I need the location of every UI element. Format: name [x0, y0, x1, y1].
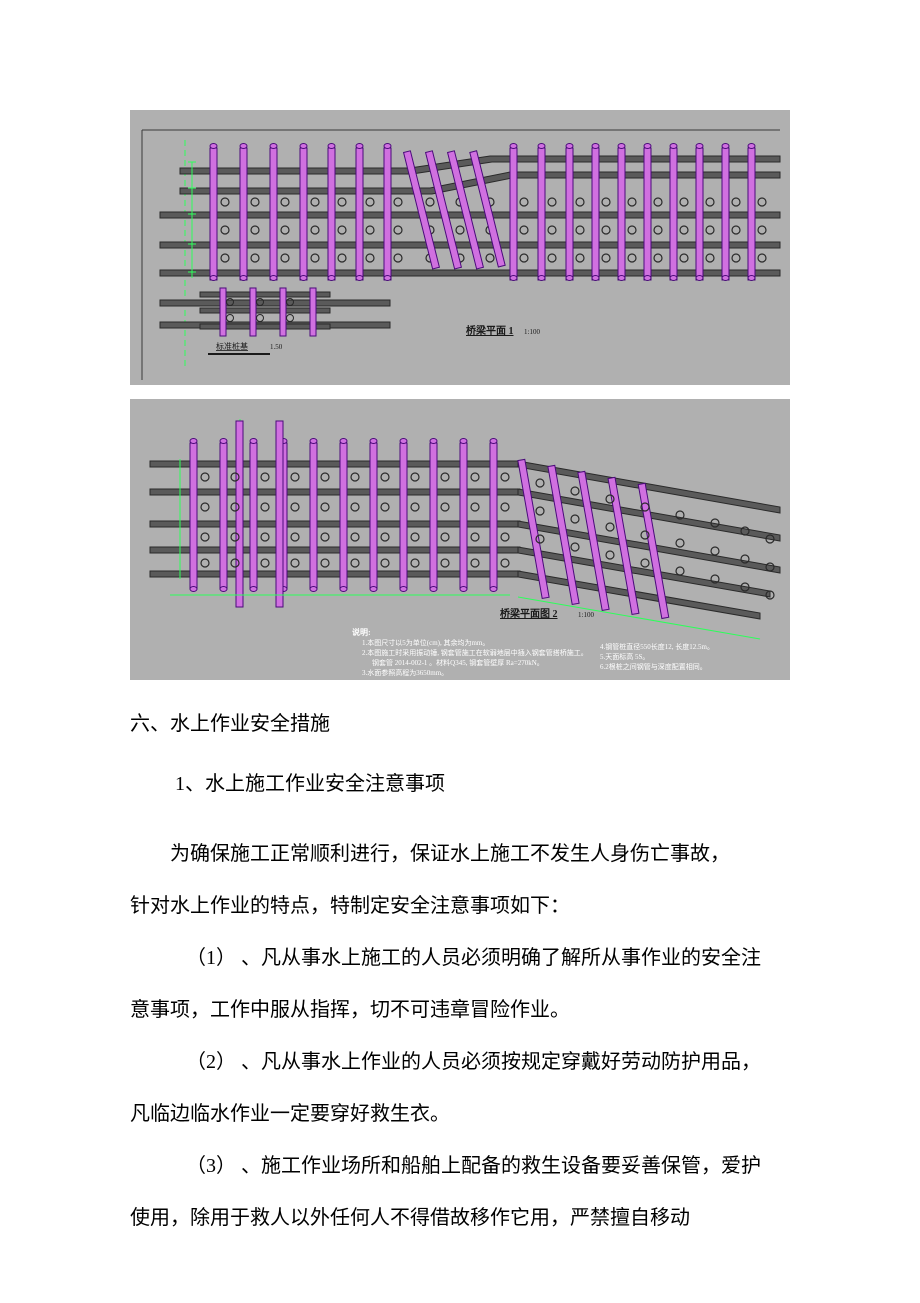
svg-text:1.本图尺寸以5为单位(cm), 其余均为mm。: 1.本图尺寸以5为单位(cm), 其余均为mm。 — [362, 638, 489, 647]
svg-text:2.本图施工时采用振动锤, 钢套管施工在软弱地层中插入钢套管: 2.本图施工时采用振动锤, 钢套管施工在软弱地层中插入钢套管搭桥施工。 — [362, 648, 588, 657]
svg-text:3.水面参照高程为3650mm。: 3.水面参照高程为3650mm。 — [362, 668, 448, 677]
list-item-1: （1） 、凡从事水上施工的人员必须明确了解所从事作业的安全注 — [130, 932, 790, 984]
svg-text:说明:: 说明: — [352, 627, 371, 637]
item-2-cont: 凡临边临水作业一定要穿好救生衣。 — [130, 1088, 790, 1140]
item-1-number: （1） — [186, 932, 236, 984]
item-3-body: 、施工作业场所和船舶上配备的救生设备要妥善保管，爱护 — [241, 1155, 761, 1177]
sub-heading-1: 1、水上施工作业安全注意事项 — [175, 768, 790, 800]
item-1-cont: 意事项，工作中服从指挥，切不可违章冒险作业。 — [130, 984, 790, 1036]
svg-text:1:100: 1:100 — [578, 611, 594, 619]
item-3-number: （3） — [186, 1140, 236, 1192]
svg-text:6.2根桩之间钢管与深度配置相同。: 6.2根桩之间钢管与深度配置相同。 — [600, 662, 707, 671]
svg-text:桥梁平面 1: 桥梁平面 1 — [466, 324, 514, 337]
diagram-1-svg: 桥梁平面 1 1:100 标准桩基 1.50 — [130, 110, 790, 385]
engineering-diagram-2: 桥梁平面图 2 1:100 说明: 1.本图尺寸以5为单位(cm), 其余均为m… — [130, 399, 790, 680]
svg-text:钢套管 2014-002-1 。材料Q345, 钢套管壁厚: 钢套管 2014-002-1 。材料Q345, 钢套管壁厚 Ra=270kN。 — [372, 658, 544, 667]
diagram-2-svg: 桥梁平面图 2 1:100 说明: 1.本图尺寸以5为单位(cm), 其余均为m… — [130, 399, 790, 680]
item-3-cont: 使用，除用于救人以外任何人不得借故移作它用，严禁擅自移动 — [130, 1192, 790, 1244]
svg-text:桥梁平面图 2: 桥梁平面图 2 — [500, 607, 558, 620]
svg-text:1.50: 1.50 — [270, 343, 283, 351]
svg-text:4.钢管桩直径550长度12, 长度12.5m。: 4.钢管桩直径550长度12, 长度12.5m。 — [600, 642, 714, 651]
intro-line-2: 针对水上作业的特点，特制定安全注意事项如下： — [130, 880, 790, 932]
svg-text:标准桩基: 标准桩基 — [216, 341, 248, 351]
svg-text:1:100: 1:100 — [524, 328, 540, 336]
item-2-body: 、凡从事水上作业的人员必须按规定穿戴好劳动防护用品， — [241, 1051, 761, 1073]
svg-text:5.天面标高 5S。: 5.天面标高 5S。 — [600, 652, 649, 661]
list-item-2: （2） 、凡从事水上作业的人员必须按规定穿戴好劳动防护用品， — [130, 1036, 790, 1088]
item-2-number: （2） — [186, 1036, 236, 1088]
engineering-diagram-1: 桥梁平面 1 1:100 标准桩基 1.50 — [130, 110, 790, 385]
intro-line-1: 为确保施工正常顺利进行，保证水上施工不发生人身伤亡事故， — [130, 828, 790, 880]
section-heading: 六、水上作业安全措施 — [130, 708, 790, 740]
list-item-3: （3） 、施工作业场所和船舶上配备的救生设备要妥善保管，爱护 — [130, 1140, 790, 1192]
item-1-body: 、凡从事水上施工的人员必须明确了解所从事作业的安全注 — [241, 947, 761, 969]
